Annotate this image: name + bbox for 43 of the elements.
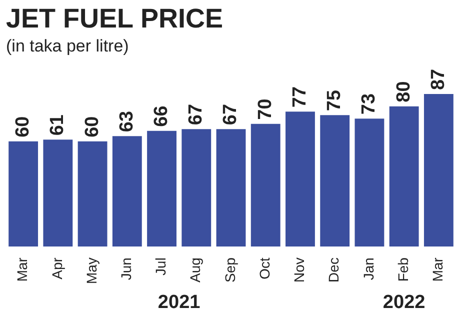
data-label: 67 — [220, 104, 242, 126]
chart-subtitle: (in taka per litre) — [6, 36, 129, 56]
bar — [147, 130, 176, 247]
x-tick-label: Dec — [326, 258, 342, 282]
text: 2022 — [382, 292, 426, 314]
x-tick-label: Aug — [187, 258, 204, 282]
data-label: 70 — [254, 98, 276, 120]
bar — [216, 129, 246, 247]
text: 2021 — [158, 292, 201, 314]
x-tick-label: Mar — [14, 257, 30, 282]
data-label: 80 — [393, 81, 414, 102]
x-tick-label: Sep — [222, 257, 238, 282]
x-tick-label: Apr — [48, 257, 65, 280]
x-tick-label: Nov — [291, 258, 308, 282]
bar — [8, 141, 38, 247]
data-label: 66 — [151, 106, 172, 127]
data-label: 60 — [12, 116, 34, 138]
bar — [112, 136, 142, 247]
bar — [286, 112, 315, 247]
chart-title: JET FUEL PRICE — [6, 4, 224, 34]
data-label: 73 — [358, 93, 380, 115]
data-label: 63 — [116, 110, 138, 132]
x-tick-label: Feb — [394, 257, 411, 282]
data-label: 87 — [428, 68, 449, 90]
bar — [389, 106, 419, 247]
data-label: 60 — [82, 116, 103, 138]
x-tick-label: Mar — [430, 257, 446, 282]
bar — [250, 124, 280, 247]
bar — [43, 140, 73, 247]
data-label: 61 — [47, 114, 68, 136]
bar — [424, 94, 454, 247]
x-tick-label: Oct — [256, 257, 272, 280]
x-tick-label: Jun — [118, 258, 134, 280]
data-label: 75 — [324, 90, 346, 112]
x-tick-label: Jan — [360, 258, 376, 280]
data-label: 77 — [289, 86, 310, 108]
bar — [354, 118, 384, 247]
x-tick-label: Jul — [152, 258, 169, 276]
x-tick-label: May — [83, 258, 100, 284]
bar — [182, 129, 212, 247]
bar — [320, 115, 350, 247]
bar — [78, 141, 108, 247]
data-label: 67 — [186, 104, 207, 126]
